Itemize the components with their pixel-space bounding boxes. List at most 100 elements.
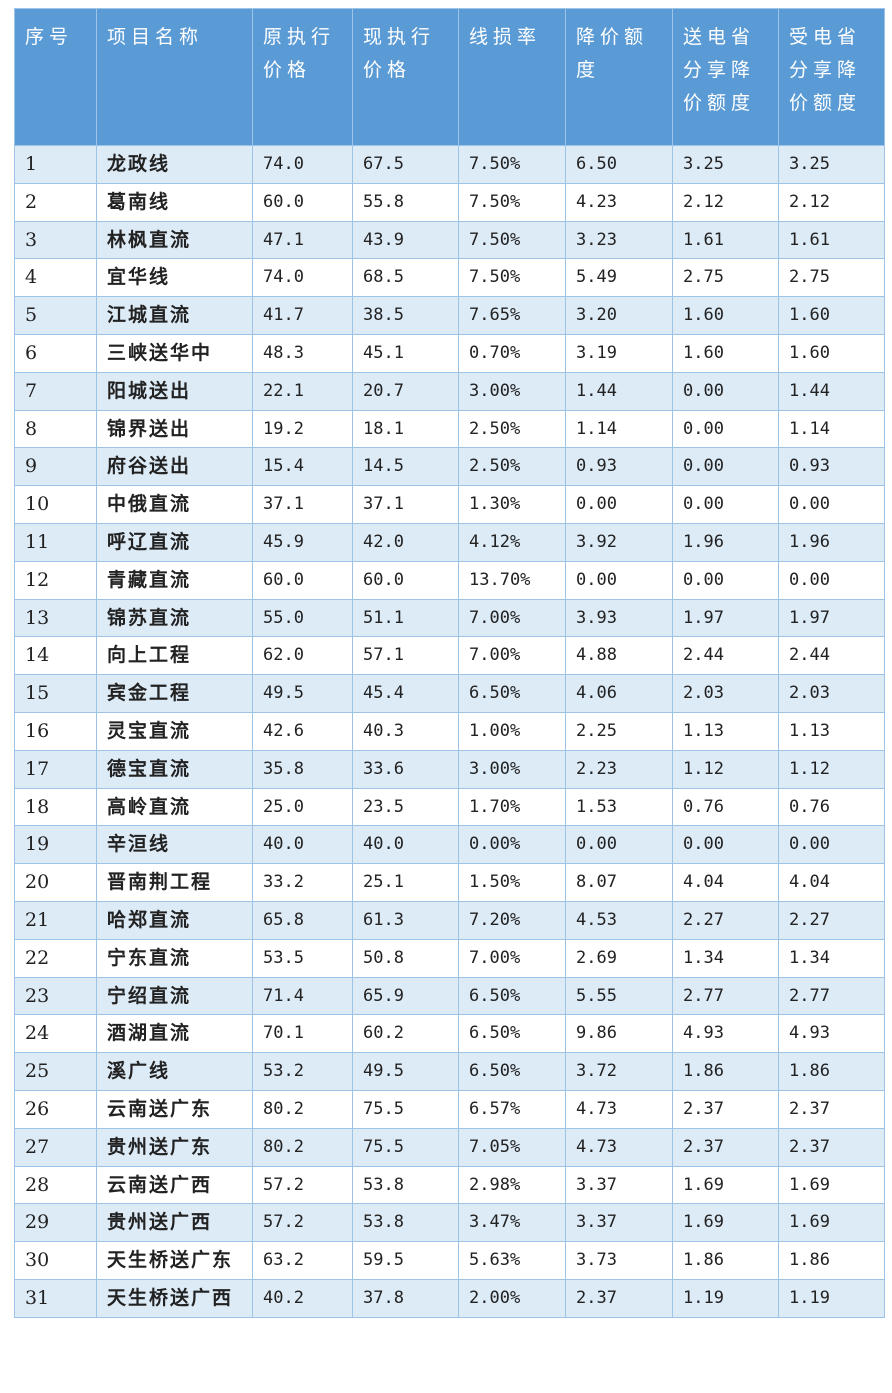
- header-cell: 降价额度: [565, 8, 673, 146]
- header-cell: 项目名称: [96, 8, 253, 146]
- table-row: 13 锦苏直流 55.0 51.1 7.00% 3.93 1.97 1.97: [14, 598, 885, 638]
- project-name: 晋南荆工程: [96, 863, 253, 902]
- cell: 1.70%: [458, 787, 566, 827]
- table-row: 28 云南送广西 57.2 53.8 2.98% 3.37 1.69 1.69: [14, 1165, 885, 1205]
- cell: 0.00: [778, 825, 885, 865]
- cell: 15.4: [252, 447, 353, 487]
- cell: 3.92: [565, 522, 673, 562]
- cell: 57.2: [252, 1203, 353, 1243]
- cell: 1.97: [778, 598, 885, 638]
- cell: 49.5: [352, 1052, 459, 1091]
- header-cell: 受电省分享降价额度: [778, 8, 885, 146]
- cell: 4.04: [672, 863, 779, 902]
- cell: 0.00: [565, 560, 673, 600]
- cell: 0.00%: [458, 825, 566, 865]
- table-row: 25 溪广线 53.2 49.5 6.50% 3.72 1.86 1.86: [14, 1052, 885, 1091]
- table-row: 2 葛南线 60.0 55.8 7.50% 4.23 2.12 2.12: [14, 182, 885, 222]
- cell: 37.1: [352, 485, 459, 524]
- cell: 7.50%: [458, 258, 566, 298]
- cell: 14: [14, 636, 97, 676]
- cell: 1.34: [672, 938, 779, 978]
- price-table: 序号 项目名称 原执行价格 现执行价格 线损率 降价额度 送电省分享降价额度 受电省分享降价额…: [14, 8, 885, 1318]
- cell: 2.25: [565, 711, 673, 751]
- cell: 6.50%: [458, 674, 566, 713]
- cell: 50.8: [352, 938, 459, 978]
- table-row: 14 向上工程 62.0 57.1 7.00% 4.88 2.44 2.44: [14, 636, 885, 676]
- project-name: 江城直流: [96, 296, 253, 335]
- cell: 3.73: [565, 1241, 673, 1280]
- cell: 2.37: [672, 1127, 779, 1167]
- cell: 74.0: [252, 258, 353, 298]
- cell: 23.5: [352, 787, 459, 827]
- cell: 1.61: [672, 220, 779, 260]
- cell: 0.00: [672, 825, 779, 865]
- table-row: 12 青藏直流 60.0 60.0 13.70% 0.00 0.00 0.00: [14, 560, 885, 600]
- header-cell: 线损率: [458, 8, 566, 146]
- table-row: 15 宾金工程 49.5 45.4 6.50% 4.06 2.03 2.03: [14, 674, 885, 713]
- cell: 22.1: [252, 371, 353, 411]
- cell: 11: [14, 522, 97, 562]
- project-name: 云南送广东: [96, 1089, 253, 1129]
- cell: 37.1: [252, 485, 353, 524]
- project-name: 中俄直流: [96, 485, 253, 524]
- cell: 60.0: [352, 560, 459, 600]
- cell: 25: [14, 1052, 97, 1091]
- cell: 25.1: [352, 863, 459, 902]
- cell: 57.2: [252, 1165, 353, 1205]
- table-row: 18 高岭直流 25.0 23.5 1.70% 1.53 0.76 0.76: [14, 787, 885, 827]
- cell: 2.75: [778, 258, 885, 298]
- cell: 3.25: [672, 145, 779, 184]
- cell: 6.50%: [458, 1052, 566, 1091]
- project-name: 灵宝直流: [96, 711, 253, 751]
- cell: 2.44: [778, 636, 885, 676]
- cell: 35.8: [252, 749, 353, 789]
- cell: 2.50%: [458, 447, 566, 487]
- cell: 40.0: [352, 825, 459, 865]
- cell: 2.37: [565, 1278, 673, 1318]
- cell: 30: [14, 1241, 97, 1280]
- project-name: 德宝直流: [96, 749, 253, 789]
- cell: 4.93: [778, 1014, 885, 1054]
- cell: 4: [14, 258, 97, 298]
- project-name: 阳城送出: [96, 371, 253, 411]
- cell: 0.00: [672, 371, 779, 411]
- cell: 7.50%: [458, 220, 566, 260]
- cell: 70.1: [252, 1014, 353, 1054]
- table-row: 4 宜华线 74.0 68.5 7.50% 5.49 2.75 2.75: [14, 258, 885, 298]
- project-name: 贵州送广西: [96, 1203, 253, 1243]
- table-row: 20 晋南荆工程 33.2 25.1 1.50% 8.07 4.04 4.04: [14, 863, 885, 902]
- cell: 18.1: [352, 409, 459, 449]
- cell: 1.86: [672, 1241, 779, 1280]
- cell: 53.5: [252, 938, 353, 978]
- cell: 1.86: [778, 1052, 885, 1091]
- cell: 2.77: [672, 976, 779, 1016]
- cell: 60.2: [352, 1014, 459, 1054]
- cell: 18: [14, 787, 97, 827]
- cell: 3.72: [565, 1052, 673, 1091]
- project-name: 锦界送出: [96, 409, 253, 449]
- cell: 5: [14, 296, 97, 335]
- cell: 1.19: [778, 1278, 885, 1318]
- table-row: 30 天生桥送广东 63.2 59.5 5.63% 3.73 1.86 1.86: [14, 1241, 885, 1280]
- cell: 16: [14, 711, 97, 751]
- table-row: 8 锦界送出 19.2 18.1 2.50% 1.14 0.00 1.14: [14, 409, 885, 449]
- cell: 9: [14, 447, 97, 487]
- cell: 65.8: [252, 900, 353, 940]
- cell: 0.00: [672, 560, 779, 600]
- project-name: 葛南线: [96, 182, 253, 222]
- cell: 3.47%: [458, 1203, 566, 1243]
- cell: 2.77: [778, 976, 885, 1016]
- cell: 6: [14, 333, 97, 373]
- cell: 0.00: [778, 560, 885, 600]
- cell: 20: [14, 863, 97, 902]
- cell: 19: [14, 825, 97, 865]
- cell: 7.05%: [458, 1127, 566, 1167]
- cell: 0.76: [778, 787, 885, 827]
- header-cell: 送电省分享降价额度: [672, 8, 779, 146]
- cell: 5.49: [565, 258, 673, 298]
- cell: 25.0: [252, 787, 353, 827]
- cell: 51.1: [352, 598, 459, 638]
- cell: 41.7: [252, 296, 353, 335]
- cell: 1.13: [672, 711, 779, 751]
